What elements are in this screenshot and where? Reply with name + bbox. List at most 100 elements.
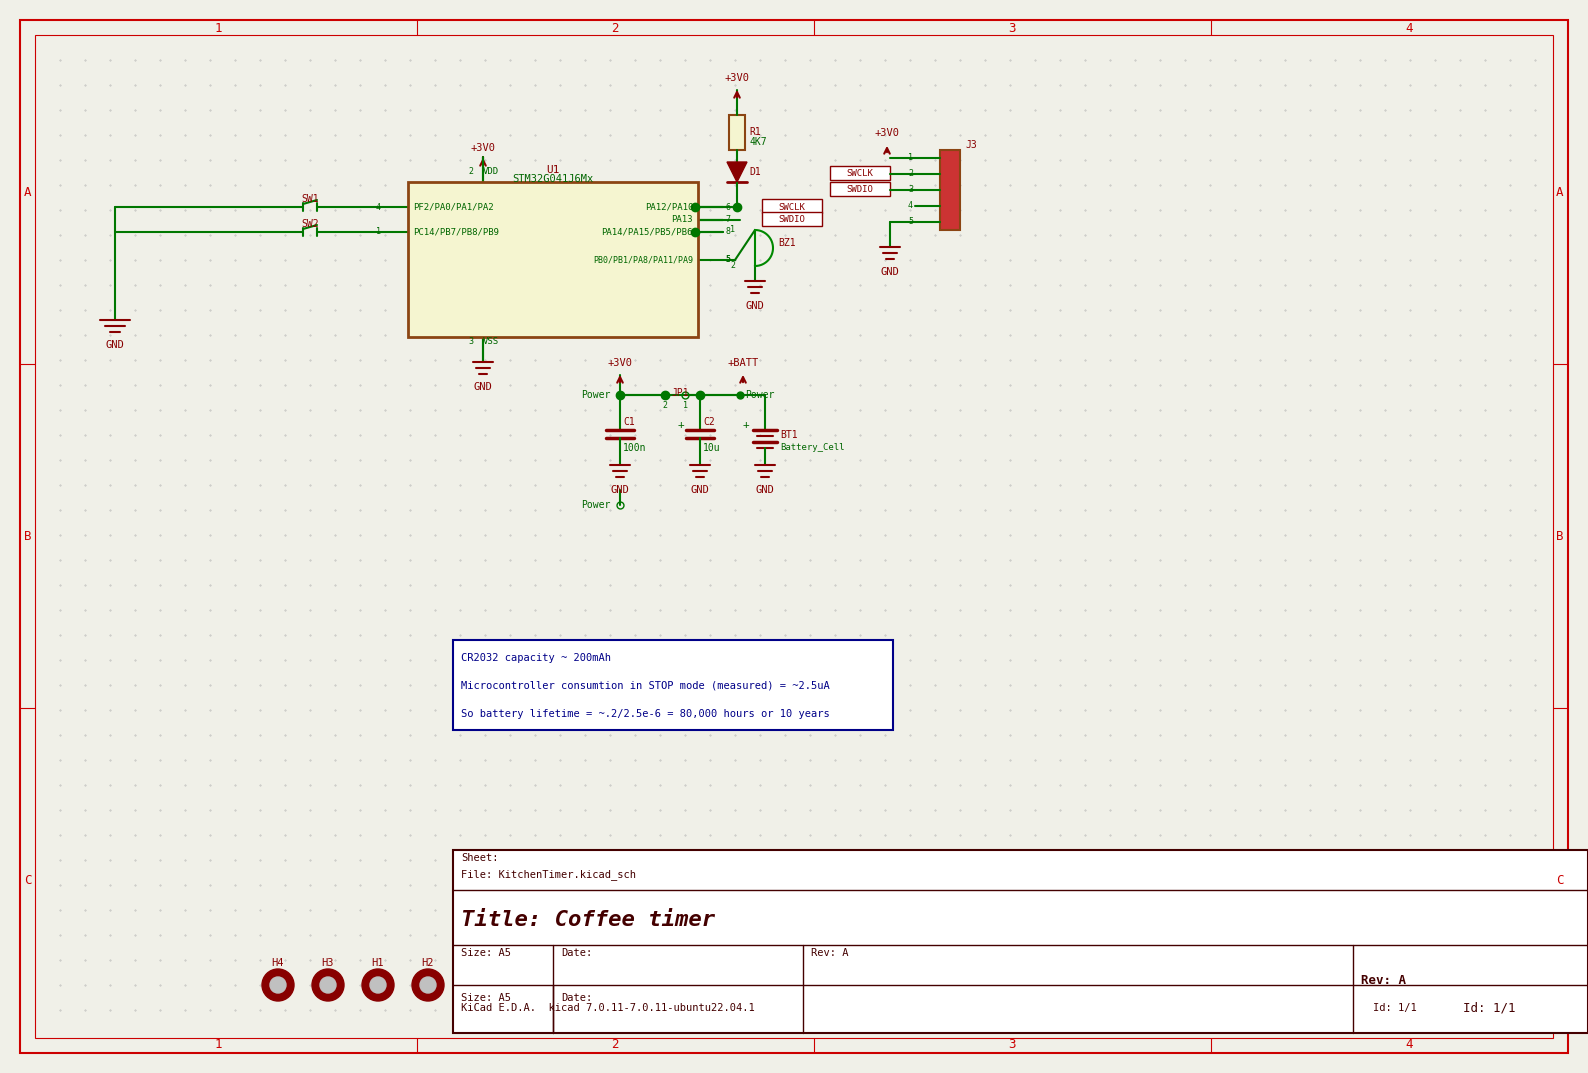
Bar bbox=[762, 199, 823, 214]
Text: GND: GND bbox=[106, 340, 124, 350]
Text: Size: A5: Size: A5 bbox=[461, 993, 511, 1003]
Text: B: B bbox=[24, 529, 32, 543]
Circle shape bbox=[311, 969, 345, 1001]
Text: VDD: VDD bbox=[483, 167, 499, 176]
Text: 1: 1 bbox=[908, 153, 913, 162]
Text: PF2/PA0/PA1/PA2: PF2/PA0/PA1/PA2 bbox=[413, 203, 494, 211]
Bar bbox=[453, 850, 1588, 1033]
Circle shape bbox=[262, 969, 294, 1001]
Text: 1: 1 bbox=[683, 400, 688, 410]
Text: 2: 2 bbox=[908, 170, 913, 178]
Text: 4: 4 bbox=[1405, 21, 1413, 34]
Text: PC14/PB7/PB8/PB9: PC14/PB7/PB8/PB9 bbox=[413, 227, 499, 236]
Polygon shape bbox=[727, 162, 746, 182]
Bar bbox=[729, 115, 745, 150]
Text: PA12/PA10: PA12/PA10 bbox=[645, 203, 692, 211]
Text: Date:: Date: bbox=[561, 949, 592, 958]
Text: KiCad E.D.A.  kicad 7.0.11-7.0.11-ubuntu22.04.1: KiCad E.D.A. kicad 7.0.11-7.0.11-ubuntu2… bbox=[461, 1003, 754, 1013]
Text: A: A bbox=[24, 186, 32, 199]
Text: 4K7: 4K7 bbox=[750, 137, 767, 147]
Circle shape bbox=[321, 978, 337, 993]
Text: B: B bbox=[1556, 529, 1564, 543]
Text: C2: C2 bbox=[703, 417, 715, 427]
Text: GND: GND bbox=[611, 485, 629, 495]
Text: Id: 1/1: Id: 1/1 bbox=[1463, 1001, 1515, 1014]
Text: U1: U1 bbox=[546, 165, 559, 175]
Text: 1: 1 bbox=[730, 225, 735, 235]
Circle shape bbox=[419, 978, 437, 993]
Text: 1: 1 bbox=[376, 227, 381, 236]
Text: STM32G041J6Mx: STM32G041J6Mx bbox=[513, 174, 594, 183]
Text: +BATT: +BATT bbox=[727, 358, 759, 368]
Text: BZ1: BZ1 bbox=[778, 238, 796, 248]
Text: H4: H4 bbox=[272, 958, 284, 968]
Text: Size: A5: Size: A5 bbox=[461, 949, 511, 958]
Text: 2: 2 bbox=[662, 400, 667, 410]
Text: 5: 5 bbox=[726, 255, 730, 265]
Text: GND: GND bbox=[691, 485, 710, 495]
Text: GND: GND bbox=[746, 302, 764, 311]
Text: H2: H2 bbox=[422, 958, 434, 968]
Text: SWDIO: SWDIO bbox=[778, 216, 805, 224]
Text: 4: 4 bbox=[1405, 1039, 1413, 1052]
Text: SWCLK: SWCLK bbox=[778, 203, 805, 211]
Text: GND: GND bbox=[473, 382, 492, 392]
Text: CR2032 capacity ~ 200mAh: CR2032 capacity ~ 200mAh bbox=[461, 653, 611, 663]
Text: +3V0: +3V0 bbox=[608, 358, 632, 368]
Circle shape bbox=[411, 969, 445, 1001]
Text: A: A bbox=[1556, 186, 1564, 199]
Text: Power: Power bbox=[581, 500, 610, 510]
Text: +: + bbox=[676, 420, 684, 430]
Text: 1: 1 bbox=[214, 1039, 222, 1052]
Text: 2: 2 bbox=[611, 1039, 619, 1052]
Text: SW2: SW2 bbox=[302, 219, 319, 229]
Text: Rev: A: Rev: A bbox=[1361, 973, 1405, 986]
Bar bbox=[762, 212, 823, 226]
Text: VSS: VSS bbox=[483, 338, 499, 347]
Text: 5: 5 bbox=[726, 255, 730, 265]
Text: Id: 1/1: Id: 1/1 bbox=[1374, 1003, 1416, 1013]
Text: 2: 2 bbox=[611, 21, 619, 34]
Text: PA14/PA15/PB5/PB6: PA14/PA15/PB5/PB6 bbox=[602, 227, 692, 236]
Text: R1: R1 bbox=[750, 127, 761, 137]
Text: C: C bbox=[1556, 873, 1564, 886]
Text: 2: 2 bbox=[468, 167, 473, 176]
Text: 3: 3 bbox=[468, 338, 473, 347]
Text: Microcontroller consumtion in STOP mode (measured) = ~2.5uA: Microcontroller consumtion in STOP mode … bbox=[461, 681, 831, 691]
Text: H3: H3 bbox=[322, 958, 333, 968]
Text: 6: 6 bbox=[726, 203, 730, 211]
Text: 7: 7 bbox=[726, 216, 730, 224]
Text: C1: C1 bbox=[622, 417, 635, 427]
Text: D1: D1 bbox=[750, 167, 761, 177]
Text: File: KitchenTimer.kicad_sch: File: KitchenTimer.kicad_sch bbox=[461, 869, 637, 881]
Bar bbox=[453, 640, 892, 730]
Text: Title: Coffee timer: Title: Coffee timer bbox=[461, 910, 715, 930]
Text: 3: 3 bbox=[908, 186, 913, 194]
Text: 100n: 100n bbox=[622, 443, 646, 453]
Text: Battery_Cell: Battery_Cell bbox=[780, 443, 845, 453]
Text: Power: Power bbox=[581, 389, 610, 400]
Text: 5: 5 bbox=[908, 218, 913, 226]
Text: 10u: 10u bbox=[703, 443, 721, 453]
Text: Power: Power bbox=[745, 389, 775, 400]
Text: 4: 4 bbox=[908, 202, 913, 210]
Text: 4: 4 bbox=[376, 203, 381, 211]
Circle shape bbox=[362, 969, 394, 1001]
Bar bbox=[940, 150, 961, 230]
Text: +3V0: +3V0 bbox=[875, 128, 899, 138]
Text: 2: 2 bbox=[730, 262, 735, 270]
Circle shape bbox=[370, 978, 386, 993]
Text: Sheet:: Sheet: bbox=[461, 853, 499, 863]
Text: 8: 8 bbox=[726, 227, 730, 236]
Text: Rev: A: Rev: A bbox=[811, 949, 848, 958]
Text: PB0/PB1/PA8/PA11/PA9: PB0/PB1/PA8/PA11/PA9 bbox=[592, 255, 692, 265]
Text: 3: 3 bbox=[1008, 21, 1016, 34]
Circle shape bbox=[270, 978, 286, 993]
Bar bbox=[408, 182, 699, 337]
Text: 1: 1 bbox=[214, 21, 222, 34]
Text: +: + bbox=[742, 420, 750, 430]
Bar bbox=[831, 166, 889, 180]
Text: GND: GND bbox=[881, 267, 899, 277]
Text: H1: H1 bbox=[372, 958, 384, 968]
Text: J3: J3 bbox=[966, 139, 977, 150]
